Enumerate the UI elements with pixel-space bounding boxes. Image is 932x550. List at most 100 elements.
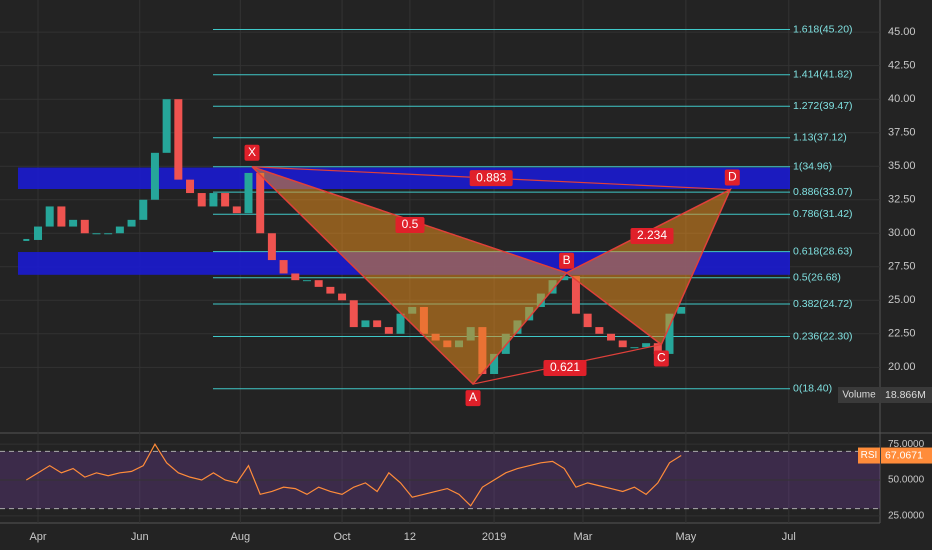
rsi-value-tag <box>881 447 932 464</box>
x-tick-label: 2019 <box>482 531 506 543</box>
fib-label: 1.414(41.82) <box>793 69 853 81</box>
candle <box>92 233 101 235</box>
candle <box>571 276 580 314</box>
candle <box>256 172 265 234</box>
ratio-label-box <box>395 217 425 233</box>
candle <box>127 219 136 227</box>
x-tick-label: Mar <box>573 531 592 543</box>
pattern-point-label-box <box>465 390 481 407</box>
x-tick-label: Jun <box>131 531 149 543</box>
volume-name: Volume <box>842 390 876 401</box>
ratio-label: 0.621 <box>550 360 580 374</box>
fib-label: 0.236(22.30) <box>793 330 853 342</box>
candle <box>69 219 78 227</box>
x-tick-label: 12 <box>404 531 416 543</box>
candle <box>209 193 218 207</box>
candle <box>677 306 686 314</box>
candle <box>560 276 569 281</box>
x-tick-label: Oct <box>333 531 350 543</box>
rsi-line <box>25 442 682 507</box>
fib-label: 0(18.40) <box>793 383 832 395</box>
ratio-label-box <box>469 170 513 187</box>
y-tick-label: 35.00 <box>888 160 916 172</box>
candle <box>326 286 335 294</box>
fib-label: 0.618(28.63) <box>793 245 853 257</box>
candle <box>115 226 124 234</box>
y-tick-label: 40.00 <box>888 93 916 105</box>
candle <box>150 152 159 200</box>
candle <box>45 206 54 227</box>
candle <box>57 206 66 227</box>
candle <box>186 179 195 194</box>
volume-value: 18.866M <box>885 389 926 401</box>
x-tick-label: Apr <box>29 531 46 543</box>
fib-label: 1.13(37.12) <box>793 132 847 144</box>
y-tick-label: 25.00 <box>888 294 916 306</box>
candle <box>618 340 627 348</box>
candle <box>653 343 662 354</box>
candle <box>607 333 616 341</box>
ratio-label-box <box>630 228 674 244</box>
x-tick-label: Jul <box>782 531 796 543</box>
ratio-label: 0.883 <box>476 170 506 184</box>
candle <box>642 343 651 348</box>
y-tick-label: 27.50 <box>888 261 916 273</box>
candle <box>232 206 241 214</box>
candle <box>349 300 358 328</box>
rsi-name: RSI <box>861 450 878 461</box>
candle <box>174 99 183 180</box>
rsi-tick-label: 25.0000 <box>888 510 925 521</box>
rsi-tick-label: 75.0000 <box>888 439 925 450</box>
candle <box>630 347 639 349</box>
pattern-leg <box>251 166 567 274</box>
y-tick-label: 20.00 <box>888 361 916 373</box>
y-tick-label: 30.00 <box>888 227 916 239</box>
pattern-point-label: X <box>248 145 256 159</box>
pattern-point-label: A <box>469 390 477 404</box>
y-tick-label: 32.50 <box>888 194 916 206</box>
volume-tag <box>838 387 880 403</box>
pattern-point-label-box <box>724 169 740 186</box>
candle <box>34 226 43 240</box>
ratio-label-box <box>543 360 587 376</box>
pattern-point-label: B <box>563 253 571 267</box>
fib-label: 0.5(26.68) <box>793 272 841 284</box>
candle <box>279 260 288 274</box>
zone <box>18 167 790 190</box>
pattern-point-label-box <box>559 252 575 269</box>
candle <box>139 199 148 220</box>
candle <box>197 193 206 207</box>
candle <box>267 233 276 261</box>
candle <box>490 353 499 375</box>
ratio-label: 0.5 <box>402 217 419 231</box>
x-tick-label: May <box>675 531 696 543</box>
fib-label: 0.382(24.72) <box>793 298 853 310</box>
candle <box>583 313 592 328</box>
candle <box>80 219 89 234</box>
pattern-point-label: C <box>657 351 666 365</box>
candle <box>244 172 253 214</box>
fib-label: 0.886(33.07) <box>793 186 853 198</box>
candle <box>595 327 604 334</box>
candle <box>23 238 30 241</box>
pattern-point-label: D <box>728 170 737 184</box>
fib-label: 1.272(39.47) <box>793 100 853 112</box>
candle <box>384 327 393 334</box>
x-tick-label: Aug <box>231 531 251 543</box>
y-tick-label: 22.50 <box>888 328 916 340</box>
fib-label: 1(34.96) <box>793 161 832 173</box>
rsi-tick-label: 50.0000 <box>888 475 925 486</box>
rsi-value: 67.0671 <box>885 449 923 461</box>
fib-label: 1.618(45.20) <box>793 23 853 35</box>
candle <box>338 293 347 301</box>
candle <box>665 313 674 354</box>
rsi-tag <box>858 447 880 464</box>
candle <box>302 280 311 282</box>
y-tick-label: 45.00 <box>888 26 916 38</box>
candle <box>104 233 113 235</box>
candle <box>361 320 370 328</box>
candle <box>396 313 405 334</box>
y-tick-label: 42.50 <box>888 60 916 72</box>
